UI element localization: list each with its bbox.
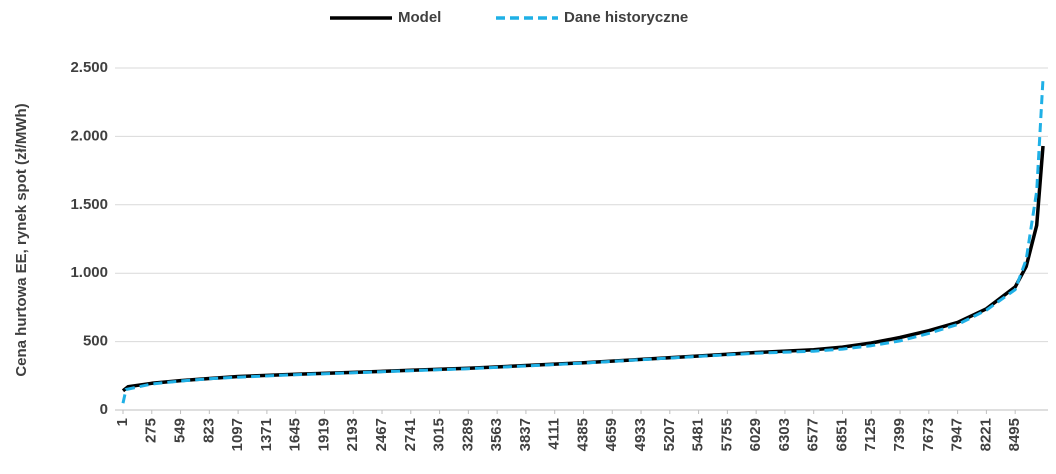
x-tick-label: 1645 [287,418,304,451]
y-tick-label: 0 [100,401,108,418]
y-axis-label: Cena hurtowa EE, rynek spot (zł/MWh) [13,103,30,376]
x-tick-label: 5207 [661,418,678,451]
x-tick-label: 3289 [459,418,476,451]
x-tick-label: 3015 [431,418,448,451]
x-tick-label: 7673 [920,418,937,451]
legend-label: Model [398,9,441,26]
x-tick-label: 823 [200,418,217,443]
x-tick-label: 2467 [373,418,390,451]
x-tick-label: 6577 [805,418,822,451]
x-tick-label: 549 [172,418,189,443]
x-tick-label: 275 [143,418,160,443]
x-tick-label: 6851 [833,418,850,451]
x-tick-label: 7399 [891,418,908,451]
x-tick-label: 6029 [747,418,764,451]
series-line [121,145,1045,393]
x-tick-label: 2193 [344,418,361,451]
x-tick-label: 3563 [488,418,505,451]
x-tick-label: 1371 [258,418,275,451]
x-tick-label: 1 [114,418,131,426]
legend-label: Dane historyczne [564,9,688,26]
x-tick-label: 6303 [776,418,793,451]
x-tick-label: 4385 [574,418,591,451]
series-line [121,78,1045,404]
y-tick-label: 500 [83,333,108,350]
x-tick-label: 2741 [402,418,419,451]
y-tick-label: 1.000 [70,264,108,281]
x-tick-label: 5481 [690,418,707,451]
x-tick-label: 4111 [546,418,563,450]
x-tick-label: 5755 [718,418,735,451]
x-tick-label: 8495 [1006,418,1023,451]
x-tick-label: 8221 [977,418,994,451]
x-tick-label: 1919 [315,418,332,451]
x-tick-label: 4933 [632,418,649,451]
y-tick-label: 1.500 [70,196,108,213]
y-tick-label: 2.500 [70,59,108,76]
x-tick-label: 1097 [229,418,246,451]
x-tick-label: 7947 [949,418,966,451]
x-tick-label: 4659 [603,418,620,451]
y-tick-label: 2.000 [70,127,108,144]
x-tick-label: 7125 [862,418,879,451]
x-tick-label: 3837 [517,418,534,451]
